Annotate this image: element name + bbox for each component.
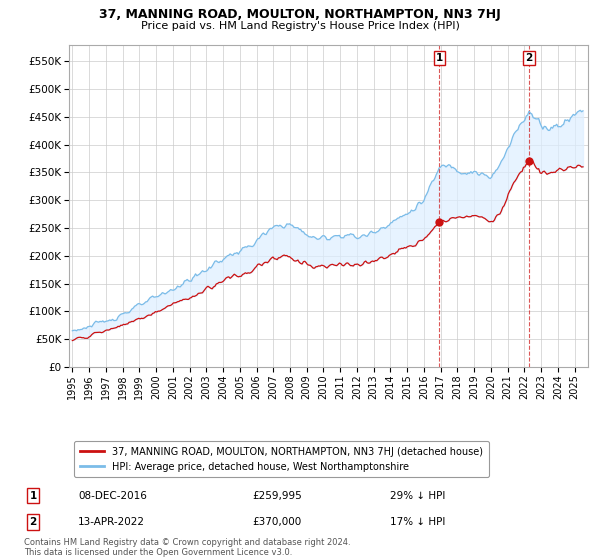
Legend: 37, MANNING ROAD, MOULTON, NORTHAMPTON, NN3 7HJ (detached house), HPI: Average p: 37, MANNING ROAD, MOULTON, NORTHAMPTON, …	[74, 441, 488, 478]
Text: 1: 1	[29, 491, 37, 501]
Text: 13-APR-2022: 13-APR-2022	[78, 517, 145, 527]
Text: 08-DEC-2016: 08-DEC-2016	[78, 491, 147, 501]
Text: 29% ↓ HPI: 29% ↓ HPI	[390, 491, 445, 501]
Text: 2: 2	[526, 53, 533, 63]
Text: Contains HM Land Registry data © Crown copyright and database right 2024.
This d: Contains HM Land Registry data © Crown c…	[24, 538, 350, 557]
Text: £370,000: £370,000	[252, 517, 301, 527]
Text: 37, MANNING ROAD, MOULTON, NORTHAMPTON, NN3 7HJ: 37, MANNING ROAD, MOULTON, NORTHAMPTON, …	[99, 8, 501, 21]
Text: £259,995: £259,995	[252, 491, 302, 501]
Text: 17% ↓ HPI: 17% ↓ HPI	[390, 517, 445, 527]
Text: Price paid vs. HM Land Registry's House Price Index (HPI): Price paid vs. HM Land Registry's House …	[140, 21, 460, 31]
Text: 2: 2	[29, 517, 37, 527]
Text: 1: 1	[436, 53, 443, 63]
